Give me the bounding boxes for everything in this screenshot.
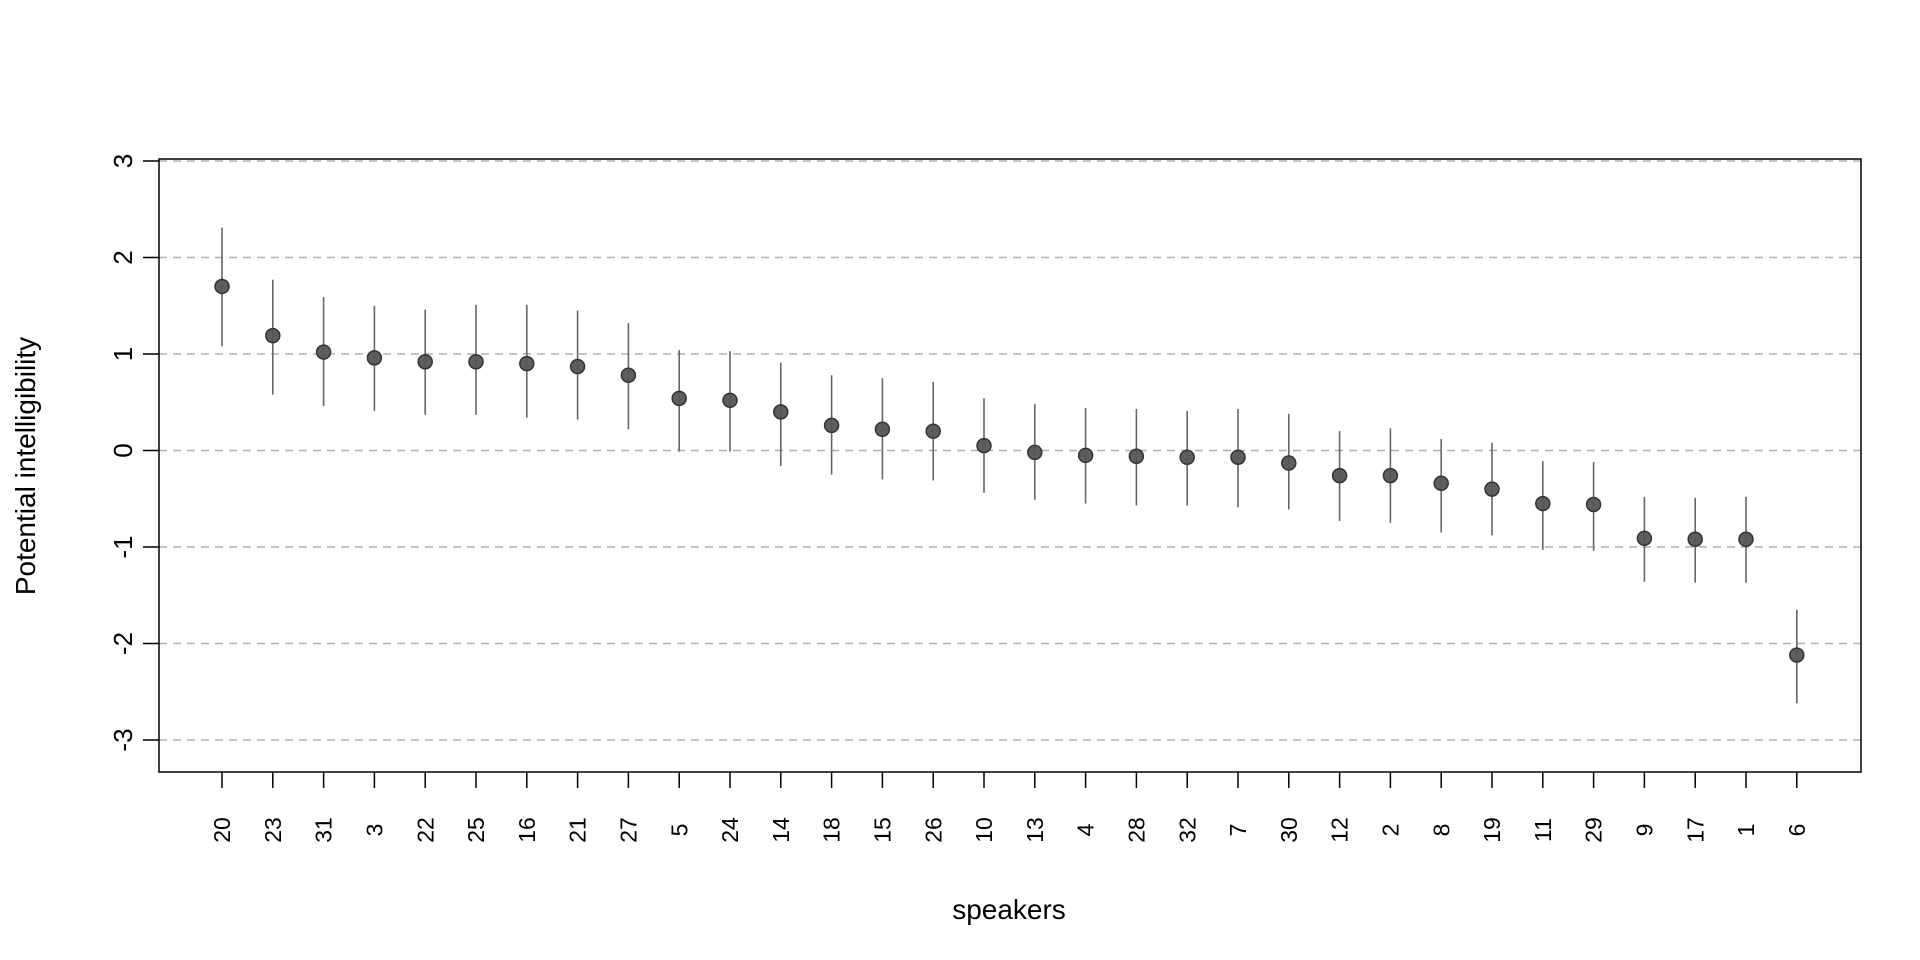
x-tick-label: 6 <box>1784 824 1810 837</box>
data-point-19 <box>1484 481 1500 497</box>
data-point-3 <box>366 350 383 366</box>
plot-frame <box>158 158 1862 773</box>
gridlines <box>159 160 1861 741</box>
x-tick-label: 14 <box>768 817 794 843</box>
x-tick-label: 12 <box>1327 817 1353 843</box>
x-tick-label: 19 <box>1479 817 1505 843</box>
x-tick-label: 23 <box>260 817 286 843</box>
data-point-6 <box>1789 647 1805 663</box>
data-point-14 <box>773 404 789 420</box>
x-tick-label: 20 <box>209 817 235 843</box>
data-point-32 <box>1179 449 1195 466</box>
x-tick-label: 31 <box>311 817 337 843</box>
y-tick-label: -3 <box>108 728 138 751</box>
x-tick-label: 5 <box>666 824 692 837</box>
x-tick-label: 27 <box>615 817 641 843</box>
data-point-12 <box>1331 467 1348 484</box>
data-point-10 <box>976 437 992 454</box>
data-point-27 <box>620 367 637 383</box>
data-point-2 <box>1382 467 1399 484</box>
x-tick-label: 9 <box>1631 824 1657 837</box>
x-tick-label: 1 <box>1733 824 1759 837</box>
data-point-5 <box>671 390 687 407</box>
data-point-30 <box>1281 455 1297 471</box>
x-tick-label: 10 <box>971 817 997 843</box>
data-point-22 <box>417 353 433 370</box>
x-tick-label: 4 <box>1073 823 1099 836</box>
x-tick-label: 25 <box>463 817 489 843</box>
data-point-16 <box>519 355 535 372</box>
y-tick-label: 0 <box>108 443 138 457</box>
data-point-9 <box>1636 530 1653 547</box>
x-tick-label: 29 <box>1581 817 1607 843</box>
x-tick-label: 7 <box>1225 824 1251 837</box>
data-point-20 <box>214 278 230 295</box>
x-tick-label: 13 <box>1022 817 1048 843</box>
data-point-1 <box>1738 531 1754 548</box>
x-tick-label: 15 <box>869 817 895 843</box>
y-tick-label: 2 <box>108 250 138 264</box>
y-tick-label: -2 <box>108 632 138 655</box>
x-tick-label: 17 <box>1682 817 1708 843</box>
data-point-13 <box>1027 444 1043 461</box>
y-tick-label: 1 <box>108 347 138 361</box>
data-point-31 <box>315 344 332 360</box>
x-tick-label: 32 <box>1174 817 1200 843</box>
data-point-24 <box>722 392 738 409</box>
data-point-4 <box>1077 447 1094 464</box>
x-tick-label: 26 <box>920 817 946 843</box>
data-point-28 <box>1128 448 1145 465</box>
x-tick-label: 11 <box>1530 818 1556 842</box>
data-point-17 <box>1687 531 1703 548</box>
x-tick-label: 21 <box>565 817 591 843</box>
data-point-23 <box>265 327 281 344</box>
x-axis-title: speakers <box>952 894 1066 925</box>
x-tick-label: 8 <box>1428 824 1454 837</box>
data-point-25 <box>468 353 484 370</box>
x-tick-label: 22 <box>412 817 438 843</box>
data-point-29 <box>1585 496 1602 513</box>
error-bars <box>221 227 1798 704</box>
x-tick-label: 3 <box>361 824 387 837</box>
x-tick-label: 2 <box>1377 824 1403 837</box>
x-tick-label: 18 <box>819 817 845 843</box>
data-point-15 <box>874 421 891 438</box>
x-tick-label: 28 <box>1123 817 1149 843</box>
x-tick-label: 24 <box>717 817 743 843</box>
data-point-7 <box>1230 449 1246 466</box>
data-point-8 <box>1433 475 1449 492</box>
data-points <box>214 278 1805 663</box>
x-tick-label: 30 <box>1276 817 1302 843</box>
data-point-21 <box>569 358 586 375</box>
y-axis-title: Potential intelligibility <box>10 337 41 595</box>
y-tick-label: -1 <box>108 535 138 558</box>
y-tick-label: 3 <box>108 154 138 168</box>
x-axis: 20 23 31 3 22 25 16 21 27 5 24 14 18 15 26 10 13 4 28 32 7 30… <box>209 772 1810 843</box>
x-tick-label: 16 <box>514 817 540 843</box>
data-point-11 <box>1535 495 1551 512</box>
data-point-26 <box>925 423 941 439</box>
y-axis: -3 -2 -1 0 1 2 3 <box>108 154 159 752</box>
data-point-18 <box>823 417 840 434</box>
